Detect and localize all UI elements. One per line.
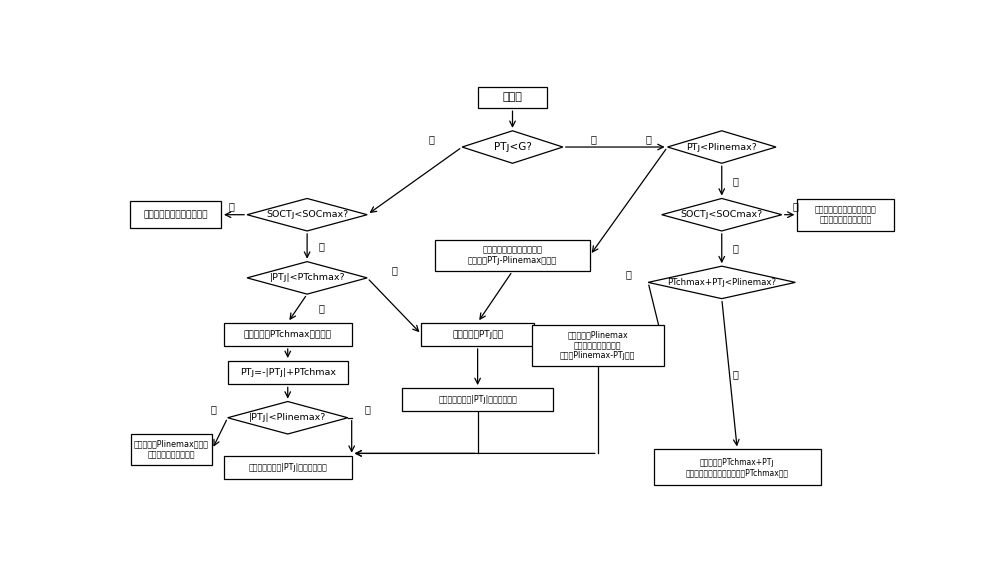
Text: 回收装置按PTȷ充电: 回收装置按PTȷ充电 — [452, 330, 503, 339]
FancyBboxPatch shape — [131, 434, 212, 465]
Text: 回收装置按PTchmax回收电能: 回收装置按PTchmax回收电能 — [244, 330, 332, 339]
Text: 是: 是 — [211, 405, 217, 415]
Polygon shape — [648, 266, 795, 299]
Text: PTchmax+PTȷ<Plinemax?: PTchmax+PTȷ<Plinemax? — [667, 278, 776, 287]
Text: 储能装置按Plinemax
向制动电机给电，回收
装置按Plinemax-PTȷ回收: 储能装置按Plinemax 向制动电机给电，回收 装置按Plinemax-PTȷ… — [560, 331, 635, 360]
Polygon shape — [662, 199, 782, 231]
Text: 回收制动装置按|PTȷ|向总储能回流: 回收制动装置按|PTȷ|向总储能回流 — [248, 463, 327, 472]
FancyBboxPatch shape — [224, 456, 352, 479]
Polygon shape — [228, 401, 348, 434]
FancyBboxPatch shape — [402, 388, 553, 411]
Text: 否: 否 — [793, 202, 799, 212]
FancyBboxPatch shape — [478, 87, 547, 108]
Text: 是: 是 — [733, 369, 739, 379]
FancyBboxPatch shape — [228, 361, 348, 384]
FancyBboxPatch shape — [797, 199, 894, 230]
Text: |PTȷ|<PTchmax?: |PTȷ|<PTchmax? — [269, 274, 345, 282]
Text: 否: 否 — [591, 134, 597, 144]
Text: PTȷ<Plinemax?: PTȷ<Plinemax? — [686, 142, 757, 152]
Polygon shape — [668, 131, 776, 163]
Text: PTȷ=-|PTȷ|+PTchmax: PTȷ=-|PTȷ|+PTchmax — [240, 368, 336, 377]
FancyBboxPatch shape — [224, 322, 352, 346]
Polygon shape — [462, 131, 563, 163]
Text: 否: 否 — [229, 202, 234, 212]
FancyBboxPatch shape — [421, 322, 534, 346]
Polygon shape — [247, 261, 367, 294]
Text: 回收电能按Plinemax向总储
能装置回流，余电舍弃: 回收电能按Plinemax向总储 能装置回流，余电舍弃 — [134, 440, 209, 459]
Text: 回收装置能量全部用于制动: 回收装置能量全部用于制动 — [143, 210, 208, 219]
Text: 储能装置按PTchmax+PTȷ
向制动电机给电，回收装置按PTchmax回收: 储能装置按PTchmax+PTȷ 向制动电机给电，回收装置按PTchmax回收 — [686, 458, 789, 477]
Text: 是: 是 — [428, 134, 434, 144]
Text: 否: 否 — [645, 134, 651, 144]
Text: SOCTȷ<SOCmax?: SOCTȷ<SOCmax? — [266, 210, 348, 219]
Text: PTȷ<G?: PTȷ<G? — [494, 142, 531, 152]
Text: 是: 是 — [318, 304, 324, 314]
FancyBboxPatch shape — [532, 325, 664, 366]
Text: 否: 否 — [626, 270, 632, 280]
Text: SOCTȷ<SOCmax?: SOCTȷ<SOCmax? — [681, 210, 763, 219]
Text: 低时段: 低时段 — [503, 93, 522, 103]
FancyBboxPatch shape — [435, 240, 590, 271]
Text: 总储能向制动电机输电，供
电不足按PTȷ-Plinemax切负荷: 总储能向制动电机输电，供 电不足按PTȷ-Plinemax切负荷 — [468, 246, 557, 265]
FancyBboxPatch shape — [130, 201, 221, 229]
Text: 否: 否 — [364, 405, 370, 415]
Text: 是: 是 — [318, 241, 324, 251]
Text: 回收装置能量全部用于制动，
储能装置向制动电机给电: 回收装置能量全部用于制动， 储能装置向制动电机给电 — [815, 205, 877, 224]
Text: 是: 是 — [733, 176, 739, 186]
FancyBboxPatch shape — [654, 449, 821, 485]
Text: |PTȷ|<Plinemax?: |PTȷ|<Plinemax? — [249, 413, 326, 423]
Polygon shape — [247, 199, 367, 231]
Text: 回收制动装置按|PTȷ|向总储能回流: 回收制动装置按|PTȷ|向总储能回流 — [438, 395, 517, 404]
Text: 否: 否 — [391, 265, 397, 275]
Text: 是: 是 — [733, 244, 739, 254]
